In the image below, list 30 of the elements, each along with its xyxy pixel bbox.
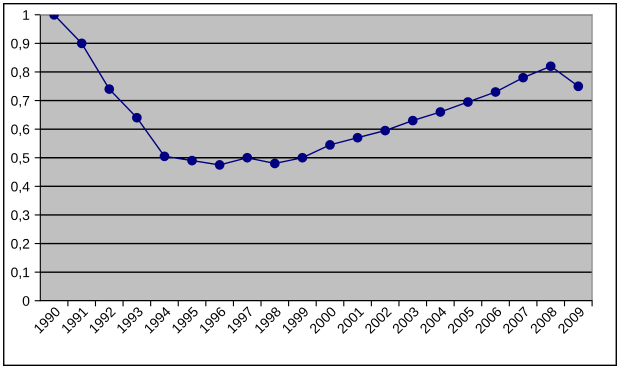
point (435, 107, 446, 117)
point (325, 140, 335, 150)
y-tick-label: 0 (22, 296, 30, 306)
point (352, 132, 362, 143)
y-tick-label: 0,3 (11, 210, 30, 222)
point (76, 38, 87, 48)
point (408, 116, 418, 126)
y-tick-label: 0,9 (11, 38, 30, 50)
point (298, 152, 308, 163)
y-tick-label: 0,1 (11, 267, 30, 279)
y-tick-label: 0,6 (11, 124, 30, 136)
point (242, 152, 252, 163)
y-tick-label: 0,7 (11, 96, 30, 108)
point (490, 87, 500, 97)
point (270, 158, 280, 168)
y-tick-label: 0,5 (11, 153, 30, 165)
point (187, 156, 197, 166)
point (546, 61, 556, 72)
point (104, 84, 114, 94)
y-tick-label: 1 (23, 10, 30, 20)
y-tick-label: 0,8 (11, 67, 30, 79)
point (518, 72, 528, 83)
point (573, 81, 584, 92)
point (463, 97, 473, 107)
point (160, 151, 170, 162)
point (214, 160, 224, 170)
y-tick-label: 0,4 (11, 182, 30, 194)
point (380, 126, 390, 136)
y-tick-label: 0,2 (11, 238, 30, 250)
point (132, 112, 142, 123)
